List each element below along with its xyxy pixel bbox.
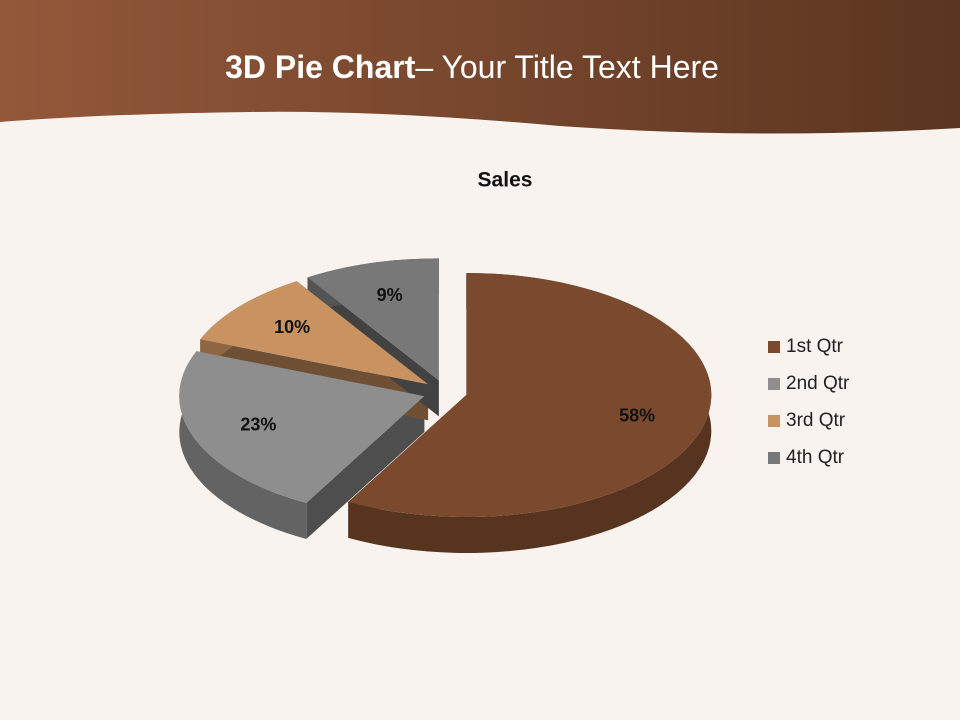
legend-label: 2nd Qtr: [786, 373, 850, 394]
legend-label: 4th Qtr: [786, 447, 845, 468]
slice: [348, 273, 712, 518]
slide-title-bold: 3D Pie Chart: [225, 49, 416, 85]
legend-label: 1st Qtr: [786, 336, 844, 357]
slice-outer-wall: [179, 351, 307, 540]
legend-swatch: [768, 415, 780, 427]
legend-swatch: [768, 378, 780, 390]
legend-swatch: [768, 452, 780, 464]
pie: 58% 23% 10% 9%: [179, 258, 712, 554]
data-label: 9%: [377, 285, 403, 305]
data-label: 10%: [274, 317, 310, 337]
legend: 1st Qtr 2nd Qtr 3rd Qtr 4th Qtr: [768, 336, 850, 468]
legend-swatch: [768, 341, 780, 353]
slide-title: 3D Pie Chart– Your Title Text Here: [225, 49, 719, 85]
header-band: [0, 0, 960, 134]
slice-inner-wall: [306, 396, 425, 540]
slice-outer-wall: [348, 273, 712, 554]
slide-title-rest: – Your Title Text Here: [415, 49, 719, 85]
data-label: 58%: [619, 406, 655, 426]
legend-label: 3rd Qtr: [786, 410, 846, 431]
slice: [307, 258, 439, 381]
slice: [179, 351, 425, 504]
slice: [200, 281, 429, 385]
chart-title: Sales: [478, 169, 533, 192]
data-label: 23%: [240, 415, 276, 435]
